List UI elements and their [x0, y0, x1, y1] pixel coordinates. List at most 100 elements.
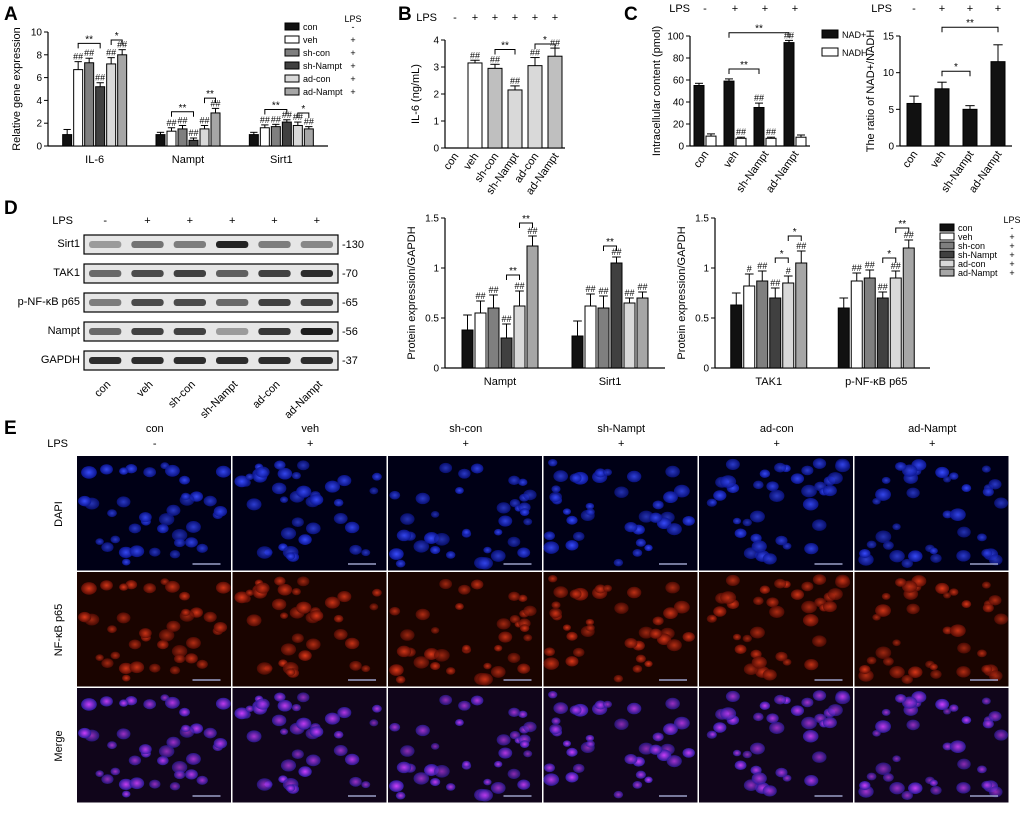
- nucleus: [158, 513, 175, 526]
- legend-label: NAD+: [842, 30, 866, 40]
- nucleus: [551, 485, 561, 493]
- nucleus: [439, 462, 453, 474]
- legend-label: ad-con: [958, 259, 986, 269]
- nucleus: [255, 698, 270, 710]
- significance-mark: #: [786, 266, 791, 276]
- nucleus: [889, 550, 905, 563]
- nucleus: [804, 542, 819, 555]
- nucleus: [949, 508, 966, 521]
- nucleus: [179, 707, 190, 717]
- nucleus: [523, 489, 537, 501]
- significance-bracket: [519, 222, 533, 228]
- bar-sh-Nampt: [188, 139, 199, 147]
- significance-mark: ##: [106, 48, 116, 58]
- nucleus: [652, 732, 664, 742]
- legend-swatch: [284, 61, 300, 70]
- significance-mark: ##: [527, 226, 537, 236]
- nucleus: [613, 790, 624, 799]
- y-tick-label: 0.5: [695, 314, 709, 325]
- lps-sign: +: [144, 215, 150, 227]
- nucleus: [566, 515, 578, 525]
- nucleus: [181, 492, 191, 501]
- significance-bracket: [728, 32, 790, 38]
- nucleus: [981, 664, 993, 674]
- nucleus: [981, 465, 991, 473]
- nucleus: [562, 624, 571, 631]
- bar-veh: [743, 285, 756, 369]
- nucleus: [186, 521, 201, 533]
- nucleus: [892, 639, 901, 647]
- lps-sign: +: [732, 3, 738, 15]
- nucleus: [395, 791, 406, 800]
- nucleus: [569, 473, 582, 483]
- nucleus: [666, 523, 682, 536]
- nucleus: [430, 777, 441, 787]
- nucleus: [585, 502, 595, 510]
- nucleus: [906, 487, 920, 499]
- micrograph-row-label: NF-κB p65: [53, 604, 65, 657]
- nucleus: [81, 466, 97, 479]
- panel-letter-b: B: [398, 4, 412, 25]
- nucleus: [812, 751, 827, 763]
- blot-band: [131, 270, 164, 277]
- nucleus: [889, 666, 905, 679]
- nucleus: [181, 608, 191, 617]
- nucleus: [100, 464, 113, 475]
- legend-swatch: [284, 22, 300, 31]
- legend-swatch: [939, 223, 955, 232]
- nucleus: [753, 596, 764, 606]
- nucleus: [866, 540, 877, 549]
- nucleus: [344, 637, 360, 650]
- nucleus: [119, 699, 129, 707]
- nucleus: [324, 596, 340, 609]
- significance-bracket: [77, 42, 101, 49]
- x-tick-label: Sirt1: [270, 154, 293, 166]
- nucleus: [430, 627, 440, 634]
- y-tick-label: 6: [36, 73, 42, 84]
- significance-mark: ##: [637, 282, 647, 292]
- nucleus: [977, 533, 987, 542]
- nucleus: [994, 613, 1009, 625]
- nucleus: [822, 484, 837, 497]
- nucleus: [908, 782, 923, 794]
- blot-protein-label: Nampt: [48, 325, 80, 337]
- nucleus: [562, 508, 571, 515]
- y-tick-label: 1.5: [695, 214, 709, 225]
- nucleus: [882, 541, 894, 550]
- nucleus: [118, 662, 134, 675]
- nucleus: [801, 581, 814, 592]
- significance-bracket: [264, 109, 288, 115]
- nucleus: [179, 591, 190, 601]
- nucleus: [892, 755, 901, 763]
- nucleus: [742, 518, 752, 527]
- nucleus: [279, 612, 289, 619]
- nucleus: [551, 601, 561, 609]
- legend-label: sh-Nampt: [958, 250, 998, 260]
- blot-lane-label: ad-Nampt: [282, 379, 325, 422]
- nucleus: [149, 663, 161, 673]
- blot-lane-label: sh-Nampt: [198, 379, 240, 421]
- nucleus: [143, 583, 157, 594]
- nucleus: [708, 499, 717, 506]
- blot-band: [216, 328, 249, 335]
- micrograph-row-label: Merge: [53, 730, 65, 761]
- significance-label: *: [115, 31, 119, 42]
- bar-sh-Nampt: [876, 297, 889, 369]
- bar-veh: [166, 130, 177, 147]
- x-tick-label: veh: [928, 149, 948, 170]
- legend-swatch: [939, 250, 955, 259]
- nucleus: [508, 707, 520, 718]
- nucleus: [333, 628, 348, 641]
- nucleus: [291, 587, 301, 596]
- nucleus: [496, 734, 511, 746]
- nucleus: [246, 614, 262, 627]
- nucleus: [174, 538, 186, 548]
- nucleus: [565, 540, 579, 551]
- nucleus: [430, 545, 441, 555]
- bar-ad-con: [623, 302, 636, 369]
- nucleus: [673, 716, 690, 730]
- nucleus: [215, 465, 231, 478]
